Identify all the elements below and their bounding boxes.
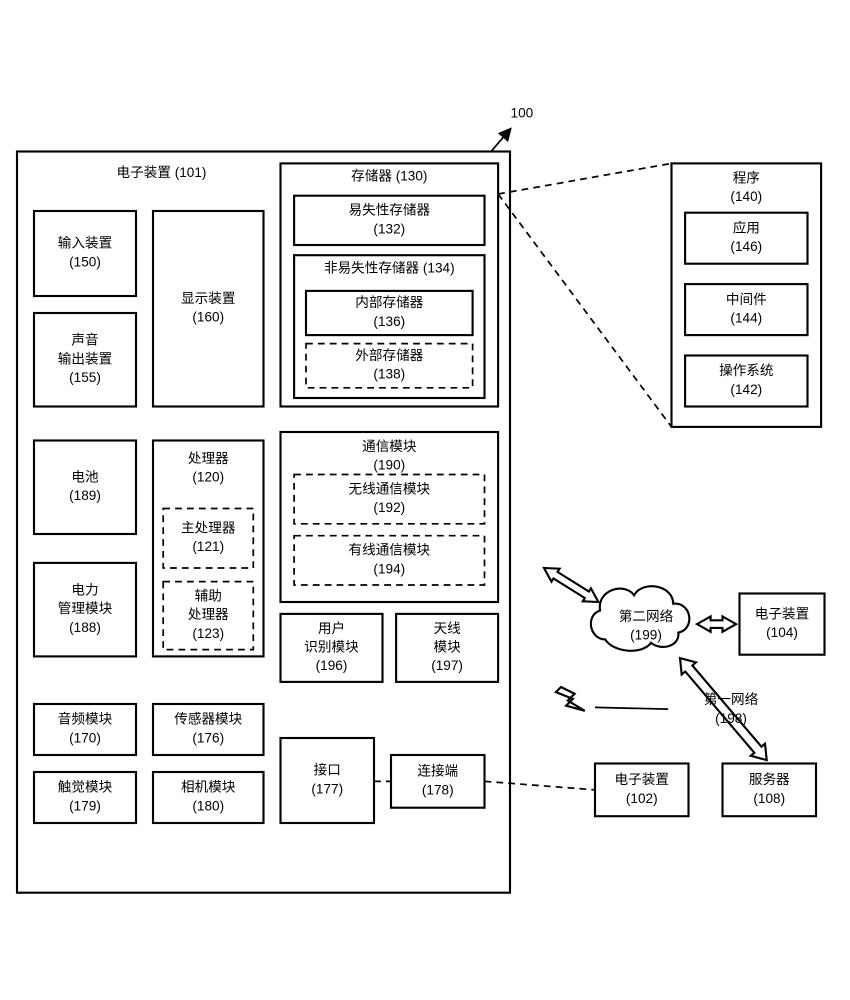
- svg-text:用户: 用户: [318, 620, 345, 636]
- svg-text:(188): (188): [69, 620, 101, 635]
- svg-text:有线通信模块: 有线通信模块: [349, 543, 431, 558]
- svg-text:连接端: 连接端: [417, 763, 458, 779]
- svg-text:(189): (189): [69, 488, 101, 503]
- svg-text:电子装置: 电子装置: [615, 772, 669, 787]
- svg-text:声音: 声音: [71, 332, 98, 348]
- svg-text:触觉模块: 触觉模块: [58, 780, 113, 795]
- svg-text:(123): (123): [192, 626, 224, 641]
- svg-text:(155): (155): [69, 370, 101, 385]
- svg-text:应用: 应用: [733, 219, 760, 235]
- svg-text:(179): (179): [69, 798, 101, 813]
- svg-text:(146): (146): [730, 239, 762, 254]
- svg-text:(194): (194): [373, 561, 405, 576]
- svg-text:(104): (104): [766, 625, 798, 640]
- svg-text:(140): (140): [730, 189, 762, 204]
- svg-text:显示装置: 显示装置: [181, 291, 235, 306]
- svg-text:第二网络: 第二网络: [619, 608, 674, 624]
- svg-text:(136): (136): [373, 314, 405, 329]
- svg-text:服务器: 服务器: [749, 772, 790, 787]
- svg-text:非易失性存储器 (134): 非易失性存储器 (134): [324, 260, 455, 275]
- svg-text:易失性存储器: 易失性存储器: [349, 203, 431, 218]
- svg-text:(102): (102): [626, 791, 658, 806]
- svg-text:外部存储器: 外部存储器: [355, 348, 423, 363]
- svg-text:(180): (180): [192, 798, 224, 813]
- svg-text:音频模块: 音频模块: [58, 711, 113, 727]
- svg-text:(190): (190): [373, 458, 405, 473]
- svg-text:电力: 电力: [71, 583, 98, 598]
- svg-text:(132): (132): [373, 221, 405, 236]
- svg-text:程序: 程序: [733, 170, 760, 185]
- svg-text:无线通信模块: 无线通信模块: [349, 481, 431, 496]
- svg-text:处理器: 处理器: [188, 451, 229, 466]
- svg-text:接口: 接口: [314, 762, 341, 778]
- svg-text:识别模块: 识别模块: [304, 639, 359, 654]
- svg-text:主处理器: 主处理器: [181, 520, 236, 535]
- svg-text:(178): (178): [422, 782, 454, 797]
- svg-text:100: 100: [511, 106, 534, 121]
- svg-text:管理模块: 管理模块: [58, 601, 113, 616]
- svg-text:电池: 电池: [71, 469, 99, 484]
- svg-text:输出装置: 输出装置: [58, 351, 112, 366]
- svg-text:(150): (150): [69, 254, 101, 269]
- svg-text:(120): (120): [192, 469, 224, 484]
- svg-text:内部存储器: 内部存储器: [355, 295, 423, 310]
- svg-text:(197): (197): [431, 658, 463, 673]
- svg-text:第一网络: 第一网络: [704, 691, 759, 707]
- svg-text:(170): (170): [69, 730, 101, 745]
- svg-text:电子装置 (101): 电子装置 (101): [117, 165, 207, 180]
- svg-text:传感器模块: 传感器模块: [174, 711, 242, 727]
- svg-text:(142): (142): [730, 382, 762, 397]
- svg-text:(196): (196): [316, 658, 348, 673]
- svg-text:(138): (138): [373, 367, 405, 382]
- svg-text:(199): (199): [630, 628, 662, 643]
- svg-text:(160): (160): [192, 310, 224, 325]
- svg-text:处理器: 处理器: [188, 607, 229, 622]
- svg-text:操作系统: 操作系统: [719, 363, 774, 378]
- svg-text:输入装置: 输入装置: [58, 236, 112, 251]
- svg-text:(198): (198): [715, 711, 747, 726]
- svg-text:相机模块: 相机模块: [181, 780, 236, 795]
- svg-text:(144): (144): [730, 311, 762, 326]
- svg-text:(192): (192): [373, 500, 405, 515]
- svg-text:(108): (108): [753, 791, 785, 806]
- svg-text:存储器 (130): 存储器 (130): [351, 169, 427, 184]
- svg-text:电子装置: 电子装置: [755, 606, 809, 621]
- svg-text:(177): (177): [311, 781, 343, 796]
- svg-text:天线: 天线: [434, 621, 462, 636]
- svg-text:中间件: 中间件: [726, 292, 767, 307]
- svg-text:辅助: 辅助: [195, 588, 222, 603]
- svg-text:(176): (176): [192, 730, 224, 745]
- svg-text:(121): (121): [192, 539, 224, 554]
- svg-text:通信模块: 通信模块: [362, 439, 417, 454]
- svg-text:模块: 模块: [434, 639, 462, 654]
